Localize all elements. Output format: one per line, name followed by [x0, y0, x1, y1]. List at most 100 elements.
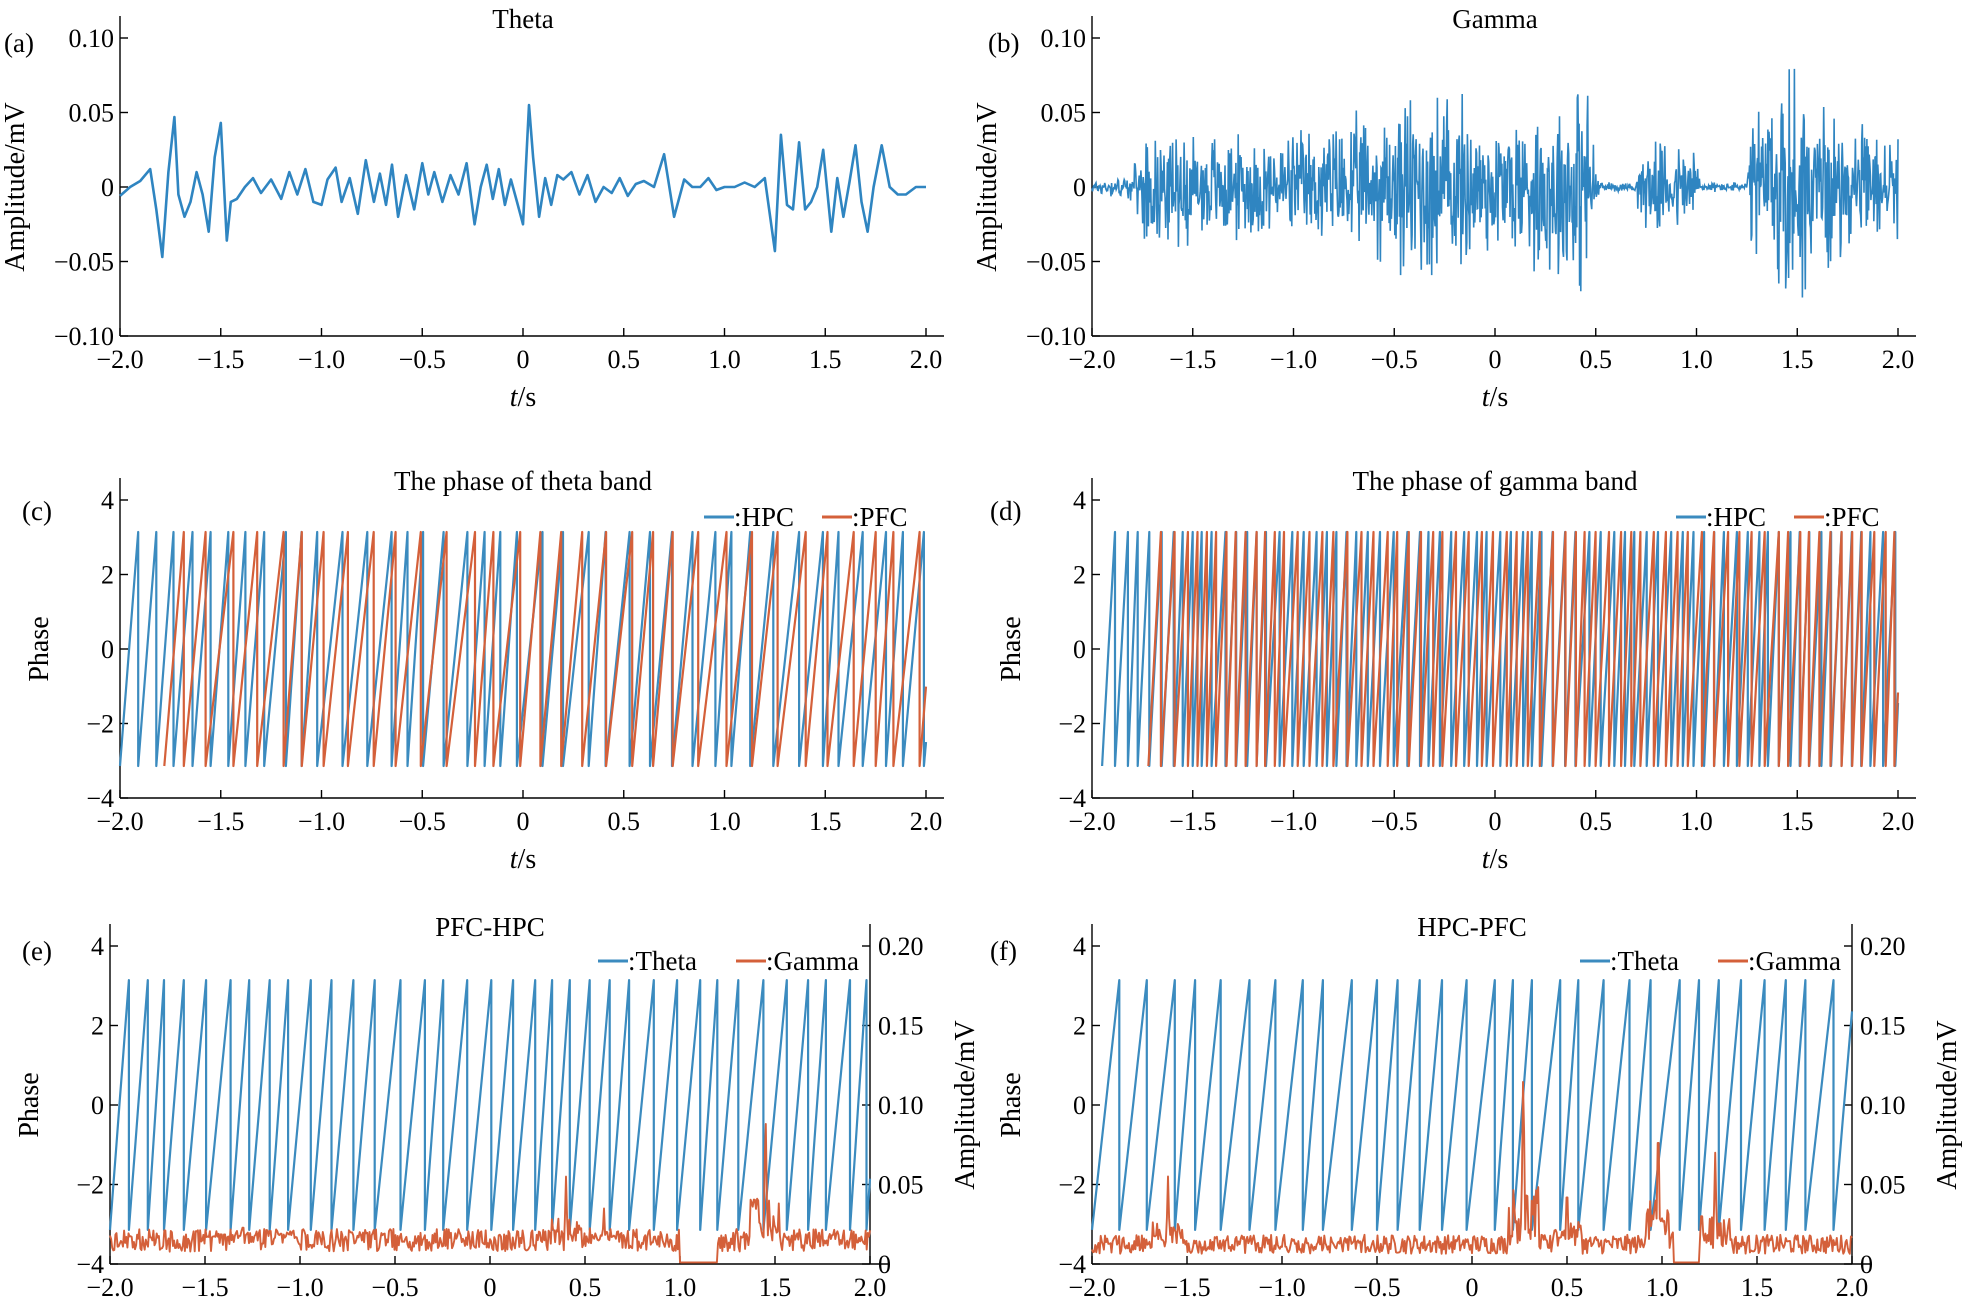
- y-right-axis-label: Amplitude/mV: [1932, 1020, 1962, 1190]
- x-tick-label: 0: [517, 807, 530, 836]
- x-tick-label: −1.5: [1163, 1273, 1210, 1302]
- x-tick-label: −1.0: [298, 807, 345, 836]
- chart-title: The phase of theta band: [394, 466, 652, 496]
- x-tick-label: 1.5: [759, 1273, 792, 1302]
- y-tick-label: −0.10: [54, 322, 114, 351]
- series-group: [108, 979, 872, 1264]
- x-tick-label: −1.5: [1169, 345, 1216, 374]
- x-tick-label: −0.5: [1371, 345, 1418, 374]
- y-right-tick-label: 0.10: [878, 1091, 924, 1120]
- x-tick-label: −1.0: [298, 345, 345, 374]
- x-tick-label: 1.5: [1781, 807, 1814, 836]
- x-tick-label: 2.0: [910, 807, 943, 836]
- legend-label: :Theta: [1610, 946, 1679, 976]
- x-axis-label: t/s: [1482, 844, 1508, 875]
- x-axis-label: t/s: [1482, 382, 1508, 413]
- x-tick-label: −1.0: [1258, 1273, 1305, 1302]
- series-line: [108, 979, 872, 1231]
- chart-title: The phase of gamma band: [1353, 466, 1638, 496]
- series-group: [1090, 979, 1854, 1264]
- y-tick-label: 0: [1073, 635, 1086, 664]
- y-tick-label: −0.10: [1026, 322, 1086, 351]
- x-tick-label: −0.5: [371, 1273, 418, 1302]
- y-tick-label: 0.05: [1041, 99, 1087, 128]
- y-tick-label: 4: [1073, 932, 1086, 961]
- y-right-tick-label: 0.10: [1860, 1091, 1906, 1120]
- x-tick-label: 0.5: [1551, 1273, 1584, 1302]
- x-tick-label: 1.5: [1741, 1273, 1774, 1302]
- x-tick-label: 1.5: [809, 345, 842, 374]
- y-axis-label: Phase: [996, 1072, 1027, 1137]
- y-tick-label: 0: [91, 1091, 104, 1120]
- panel-d: −2.0 −1.5 −1.0 −0.5 0 0.5 1.0 1.5 2.0 −4 −2 0 2 4 The …: [990, 466, 1916, 875]
- x-tick-label: −1.0: [276, 1273, 323, 1302]
- legend-label: :HPC: [734, 502, 794, 532]
- x-tick-label: −1.5: [1169, 807, 1216, 836]
- x-tick-label: 0.5: [1580, 345, 1613, 374]
- series-group: [1101, 530, 1900, 768]
- y-tick-label: −4: [1058, 784, 1086, 813]
- y-axis-label: Phase: [24, 616, 55, 681]
- series-line: [1090, 979, 1854, 1231]
- panel-b: −2.0 −1.5 −1.0 −0.5 0 0.5 1.0 1.5 2.0 −0.10 −0.05 0…: [972, 4, 1916, 413]
- x-tick-label: −0.5: [1371, 807, 1418, 836]
- x-tick-label: 2.0: [1836, 1273, 1869, 1302]
- panel-label: (b): [988, 28, 1019, 58]
- y-tick-label: −4: [86, 784, 114, 813]
- x-tick-label: −1.0: [1270, 807, 1317, 836]
- chart-title: Theta: [492, 4, 553, 34]
- x-tick-label: −0.5: [399, 807, 446, 836]
- x-tick-label: −2.0: [1068, 807, 1115, 836]
- x-tick-label: −2.0: [96, 807, 143, 836]
- series-group: [1091, 68, 1899, 298]
- x-tick-label: 0: [1489, 807, 1502, 836]
- x-tick-label: 1.5: [1781, 345, 1814, 374]
- chart-title: HPC-PFC: [1417, 912, 1527, 942]
- series-line: [1091, 68, 1899, 298]
- series-line: [1147, 530, 1900, 768]
- panel-label: (a): [4, 28, 34, 58]
- x-tick-label: −0.5: [1353, 1273, 1400, 1302]
- panel-f: −2.0 −1.5 −1.0 −0.5 0 0.5 1.0 1.5 2.0 −4 −2 0 2 4 0 0.0…: [990, 912, 1962, 1302]
- x-tick-label: −2.0: [1068, 1273, 1115, 1302]
- y-axis-label: Amplitude/mV: [972, 102, 1003, 272]
- y-tick-label: 2: [1073, 561, 1086, 590]
- series-group: [118, 530, 928, 768]
- y-tick-label: 0.10: [1041, 24, 1087, 53]
- y-tick-label: −0.05: [54, 248, 114, 277]
- x-tick-label: −2.0: [86, 1273, 133, 1302]
- y-tick-label: 4: [101, 486, 114, 515]
- y-axis-label: Amplitude/mV: [0, 102, 31, 272]
- x-tick-label: 0.5: [608, 345, 641, 374]
- series-line: [109, 1122, 871, 1264]
- series-group: [119, 103, 926, 259]
- y-tick-label: 4: [91, 932, 104, 961]
- y-right-tick-label: 0.15: [1860, 1012, 1906, 1041]
- y-axis-label: Phase: [14, 1072, 45, 1137]
- y-right-tick-label: 0: [1860, 1250, 1873, 1279]
- y-tick-label: 0: [101, 635, 114, 664]
- y-tick-label: −2: [1058, 710, 1086, 739]
- x-tick-label: 2.0: [910, 345, 943, 374]
- y-tick-label: 0: [1073, 1091, 1086, 1120]
- x-tick-label: −2.0: [96, 345, 143, 374]
- x-tick-label: 0: [484, 1273, 497, 1302]
- x-tick-label: −1.5: [181, 1273, 228, 1302]
- x-tick-label: −2.0: [1068, 345, 1115, 374]
- x-tick-label: 1.0: [708, 807, 741, 836]
- y-tick-label: −4: [1058, 1250, 1086, 1279]
- y-tick-label: −4: [76, 1250, 104, 1279]
- x-tick-label: 0.5: [569, 1273, 602, 1302]
- y-tick-label: 4: [1073, 486, 1086, 515]
- x-tick-label: 2.0: [1882, 345, 1915, 374]
- series-line: [119, 103, 926, 259]
- panel-label: (c): [22, 496, 52, 526]
- y-right-tick-label: 0.05: [878, 1171, 924, 1200]
- legend-label: :PFC: [1824, 502, 1880, 532]
- y-right-tick-label: 0.20: [1860, 932, 1906, 961]
- legend-label: :PFC: [852, 502, 908, 532]
- y-tick-label: −0.05: [1026, 248, 1086, 277]
- x-tick-label: 0: [517, 345, 530, 374]
- x-tick-label: −1.5: [197, 807, 244, 836]
- y-tick-label: −2: [86, 710, 114, 739]
